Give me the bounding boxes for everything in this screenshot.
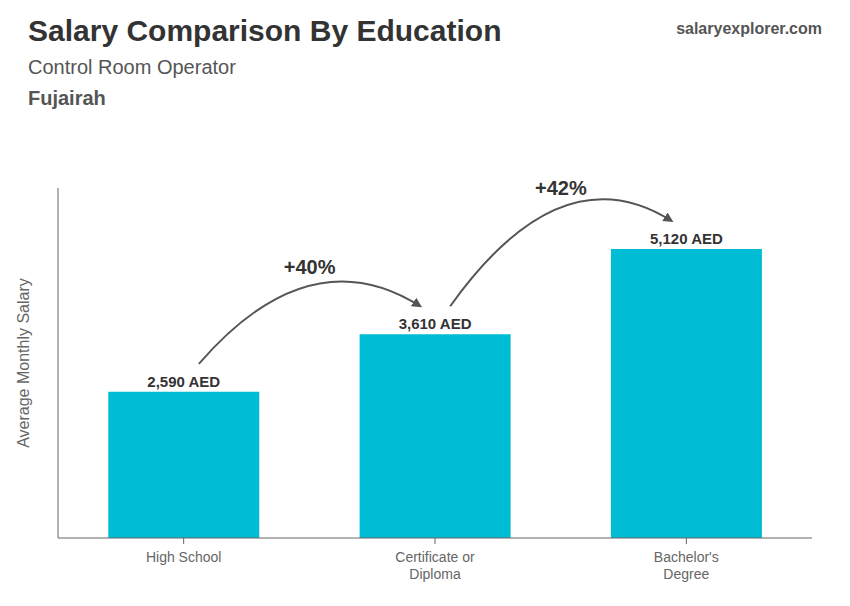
svg-text:3,610 AED: 3,610 AED bbox=[399, 315, 472, 332]
svg-text:High School: High School bbox=[146, 549, 222, 565]
svg-text:Certificate orDiploma: Certificate orDiploma bbox=[395, 549, 475, 582]
html-text:Fujairah: Fujairah bbox=[28, 87, 106, 109]
svg-text:5,120 AED: 5,120 AED bbox=[650, 230, 723, 247]
html-text:salaryexplorer.com: salaryexplorer.com bbox=[676, 20, 822, 37]
svg-text:2,590 AED: 2,590 AED bbox=[147, 373, 220, 390]
html-text:Salary Comparison By Education: Salary Comparison By Education bbox=[28, 14, 502, 47]
svg-text:+40%: +40% bbox=[284, 256, 336, 278]
svg-text:+42%: +42% bbox=[535, 177, 587, 199]
svg-text:Bachelor'sDegree: Bachelor'sDegree bbox=[654, 549, 719, 582]
html-text:Control Room Operator: Control Room Operator bbox=[28, 56, 236, 78]
svg-text:Average Monthly Salary: Average Monthly Salary bbox=[15, 278, 32, 448]
